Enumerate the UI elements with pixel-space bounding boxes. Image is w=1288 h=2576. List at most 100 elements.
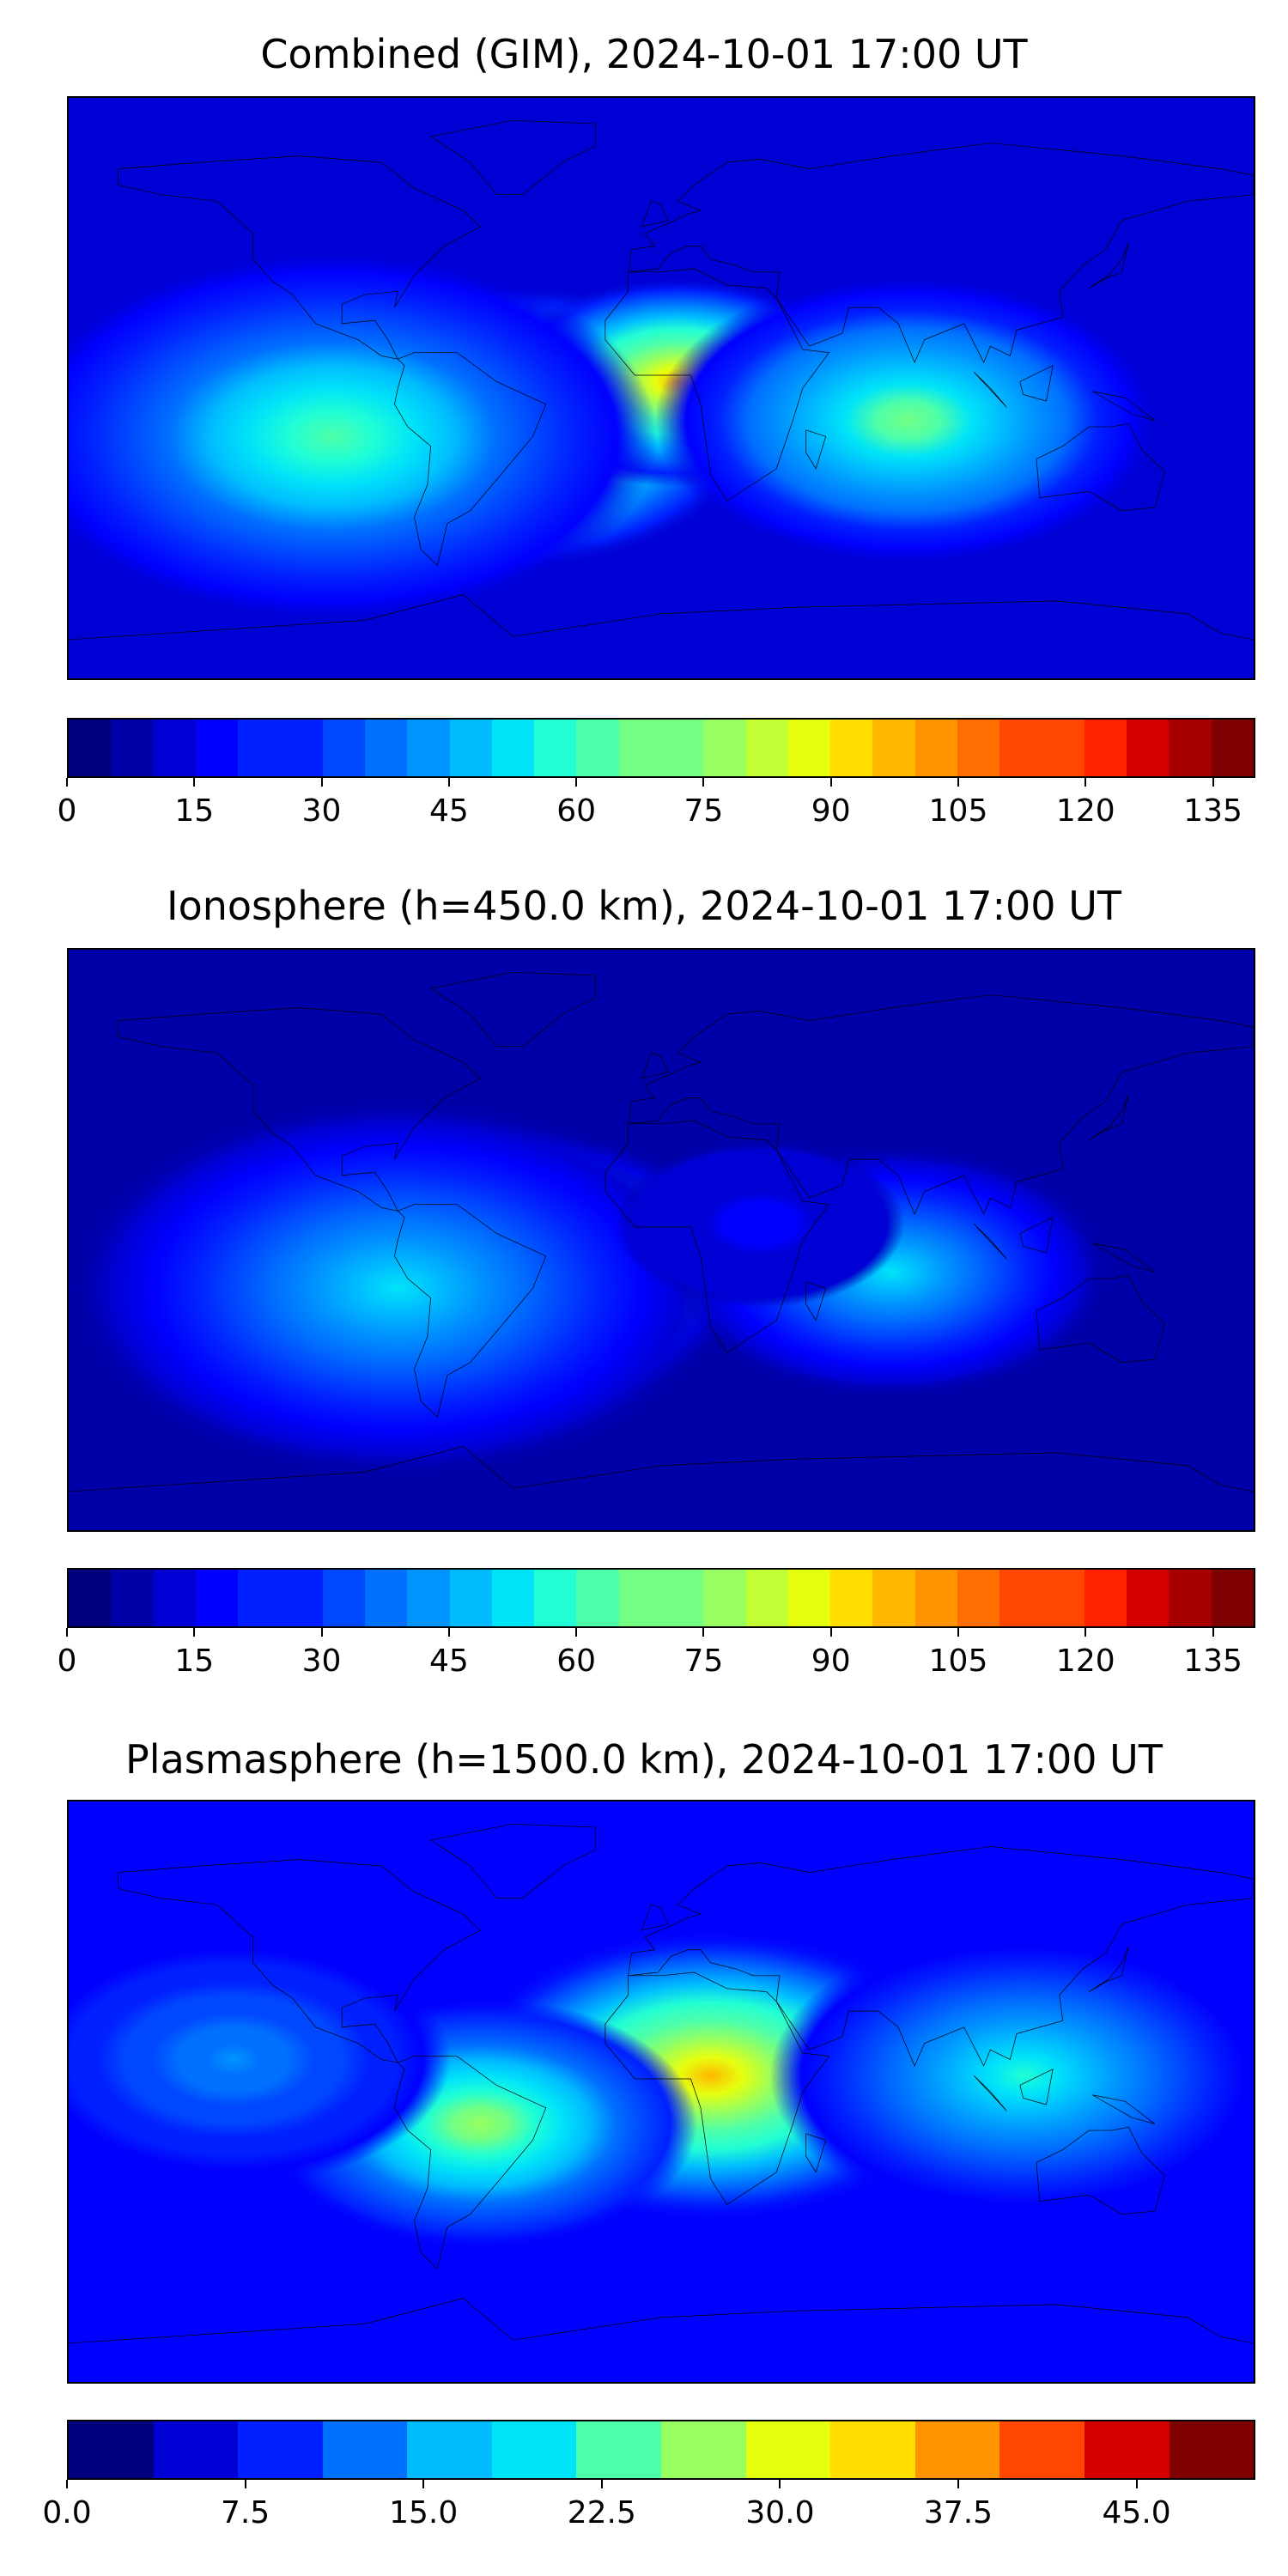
colorbar-segment [364, 1570, 408, 1626]
colorbar-tick [575, 1628, 578, 1637]
colorbar-tick-label: 15.0 [389, 2495, 459, 2530]
colorbar-segment [1042, 720, 1084, 776]
colorbar-segment [491, 2421, 577, 2478]
colorbar-tick [1212, 1628, 1214, 1637]
coastline [431, 972, 596, 1046]
coastline [974, 1224, 1006, 1259]
coastline [641, 1053, 668, 1078]
colorbar-tick-label: 60 [556, 1643, 597, 1679]
coastline [69, 594, 1254, 640]
colorbar-tick-label: 30 [301, 793, 342, 829]
colorbar-tick-label: 30.0 [745, 2495, 815, 2530]
colorbar-tick [447, 778, 450, 787]
colorbar-segment [195, 1570, 239, 1626]
coastline [395, 1205, 546, 1418]
colorbar-segment [1169, 2421, 1255, 2478]
coastline [1020, 2069, 1053, 2105]
colorbar-tick-label: 0 [57, 1643, 77, 1679]
colorbar-segment [153, 1570, 196, 1626]
colorbar-segment [491, 720, 535, 776]
colorbar-segment [69, 720, 112, 776]
colorbar-segment [449, 1570, 492, 1626]
colorbar-segment [111, 1570, 154, 1626]
colorbar-tick-label: 7.5 [220, 2495, 270, 2530]
heatmap-feature [69, 1934, 451, 2185]
coastline [1089, 1095, 1128, 1140]
colorbar-segment [830, 1570, 873, 1626]
colorbar-tick-label: 105 [928, 793, 988, 829]
colorbar-segment [407, 2421, 492, 2478]
colorbar-tick-label: 105 [928, 1643, 988, 1679]
colorbar-segment [280, 1570, 323, 1626]
coastline [605, 1121, 829, 1352]
colorbar-tick [193, 1628, 196, 1637]
colorbar-segment [491, 1570, 535, 1626]
colorbar-tick-label: 0.0 [42, 2495, 92, 2530]
colorbar-segment [576, 720, 619, 776]
colorbar-segment [787, 1570, 831, 1626]
colorbar-tick-label: 60 [556, 793, 597, 829]
colorbar-ticks-ionosphere: 0 15 30 45 60 75 90 105 120 135 [58, 1628, 1255, 1680]
colorbar-segment [407, 720, 450, 776]
colorbar-tick [422, 2480, 425, 2488]
colorbar-segment [787, 720, 831, 776]
coastline [1092, 1243, 1155, 1273]
coastline [629, 143, 1254, 362]
colorbar-segment [914, 720, 957, 776]
colorbar-tick-label: 75 [683, 793, 724, 829]
colorbar-tick-label: 37.5 [923, 2495, 993, 2530]
coastline [118, 156, 481, 360]
colorbar-segment [872, 1570, 915, 1626]
colorbar-segment [576, 2421, 662, 2478]
coastline [1036, 1275, 1165, 1362]
colorbar-segment [69, 1570, 112, 1626]
colorbar-segment [1211, 1570, 1254, 1626]
colorbar-tick [829, 778, 832, 787]
coastline [1089, 243, 1128, 289]
colorbar-tick [1212, 778, 1214, 787]
colorbar-tick-label: 120 [1055, 1643, 1115, 1679]
colorbar-segment [1084, 2421, 1170, 2478]
colorbar-segment [238, 2421, 323, 2478]
coastline [974, 2075, 1006, 2111]
colorbar-tick [957, 1628, 959, 1637]
colorbar-segment [1127, 1570, 1170, 1626]
colorbar-segment [1084, 1570, 1127, 1626]
colorbar-segment [957, 1570, 1000, 1626]
colorbar-tick [320, 778, 323, 787]
colorbar-segment [576, 1570, 619, 1626]
colorbar-segment [999, 2421, 1084, 2478]
heatmap-feature [71, 1099, 724, 1478]
coastline [431, 120, 596, 194]
colorbar-tick-label: 45 [428, 1643, 469, 1679]
colorbar-tick-label: 0 [57, 793, 77, 829]
heatmap-feature [769, 1929, 1254, 2223]
colorbar-segment [703, 1570, 746, 1626]
coastline [641, 1905, 668, 1930]
coastline [629, 1847, 1254, 2066]
map-ionosphere [67, 948, 1255, 1532]
colorbar-tick-label: 90 [811, 1643, 851, 1679]
colorbar-segment [322, 1570, 365, 1626]
colorbar-segment [238, 720, 281, 776]
coastline [1089, 1947, 1128, 1992]
colorbar-segment [1127, 720, 1170, 776]
colorbar-segment [153, 720, 196, 776]
chart-title-ionosphere: Ionosphere (h=450.0 km), 2024-10-01 17:0… [167, 883, 1121, 929]
colorbar-tick-label: 30 [301, 1643, 342, 1679]
colorbar-tick-label: 135 [1183, 793, 1242, 829]
map-plasmasphere [67, 1800, 1255, 2384]
colorbar-tick [66, 1628, 68, 1637]
coastline [1020, 366, 1053, 401]
coastline [69, 2298, 1254, 2343]
coastline [1036, 423, 1165, 510]
colorbar-segment [322, 720, 365, 776]
colorbar-tick [320, 1628, 323, 1637]
colorbar-segment [1084, 720, 1127, 776]
colorbar-segment [364, 720, 408, 776]
chart-title-combined: Combined (GIM), 2024-10-01 17:00 UT [260, 31, 1028, 77]
colorbar-tick-label: 75 [683, 1643, 724, 1679]
colorbar-tick [957, 2480, 959, 2488]
coastline [974, 372, 1006, 407]
colorbar-segment [660, 1570, 704, 1626]
